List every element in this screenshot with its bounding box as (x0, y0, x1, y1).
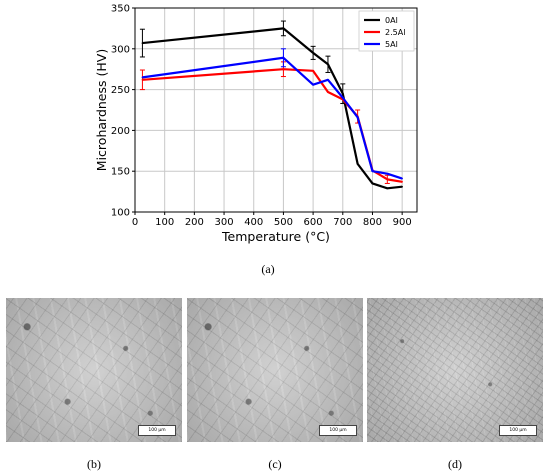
x-tick-label: 100 (155, 217, 174, 228)
data-point (356, 163, 359, 165)
data-point (141, 79, 144, 81)
y-tick-label: 150 (111, 167, 130, 178)
data-point (371, 170, 374, 172)
micrograph-c: 100 μm (187, 298, 363, 442)
x-tick-label: 400 (244, 217, 263, 228)
y-tick-label: 200 (111, 126, 130, 137)
data-point (312, 83, 314, 86)
scale-bar: 100 μm (499, 425, 537, 436)
caption-a: (a) (261, 262, 275, 276)
series-2 (141, 48, 403, 180)
x-tick-label: 0 (132, 217, 138, 228)
caption-b: (b) (87, 457, 101, 471)
y-axis-label: Microhardness (HV) (94, 49, 109, 171)
scale-bar: 100 μm (138, 425, 176, 436)
micrograph-d: 100 μm (367, 298, 543, 442)
data-point (371, 182, 374, 185)
x-tick-label: 700 (333, 217, 352, 228)
legend-label: 0Al (385, 16, 398, 25)
data-point (282, 27, 285, 30)
x-tick-label: 800 (363, 217, 382, 228)
plot-frame (134, 7, 418, 213)
data-point (282, 56, 285, 59)
legend: 0Al 2.5Al 5Al (358, 10, 415, 52)
hardness-chart: 0 100 200 300 400 500 600 700 800 900100150200250… (94, 4, 418, 244)
y-tick-label: 350 (111, 4, 130, 15)
legend-label: 5Al (385, 40, 398, 49)
series-line (142, 27, 403, 190)
data-point (401, 185, 403, 188)
data-point (401, 181, 403, 183)
y-tick-label: 100 (111, 208, 130, 219)
x-tick-label: 500 (274, 217, 293, 228)
data-point (341, 96, 344, 99)
data-point (327, 79, 329, 81)
data-point (341, 92, 344, 95)
data-point (356, 116, 359, 119)
x-tick-label: 300 (215, 217, 234, 228)
data-point (327, 63, 329, 66)
micrograph-b: 100 μm (6, 298, 182, 442)
scale-bar: 100 μm (319, 425, 357, 436)
x-axis-label: Temperature (°C) (221, 229, 330, 244)
data-series (139, 20, 403, 190)
caption-d: (d) (448, 457, 462, 471)
data-point (282, 68, 285, 70)
series-1 (139, 61, 403, 184)
data-point (312, 52, 314, 54)
y-tick-label: 250 (111, 85, 130, 96)
data-point (327, 91, 329, 93)
data-point (386, 178, 389, 181)
x-tick-label: 200 (185, 217, 204, 228)
legend-label: 2.5Al (385, 28, 405, 37)
data-point (141, 76, 144, 79)
y-tick-label: 300 (111, 44, 130, 55)
data-point (312, 70, 314, 72)
data-point (401, 177, 403, 180)
series-0 (139, 20, 403, 190)
series-line (142, 68, 403, 183)
x-tick-label: 900 (393, 217, 412, 228)
data-point (386, 172, 389, 175)
data-point (386, 187, 389, 190)
caption-c: (c) (268, 457, 282, 471)
x-tick-label: 600 (304, 217, 323, 228)
data-point (141, 42, 144, 44)
